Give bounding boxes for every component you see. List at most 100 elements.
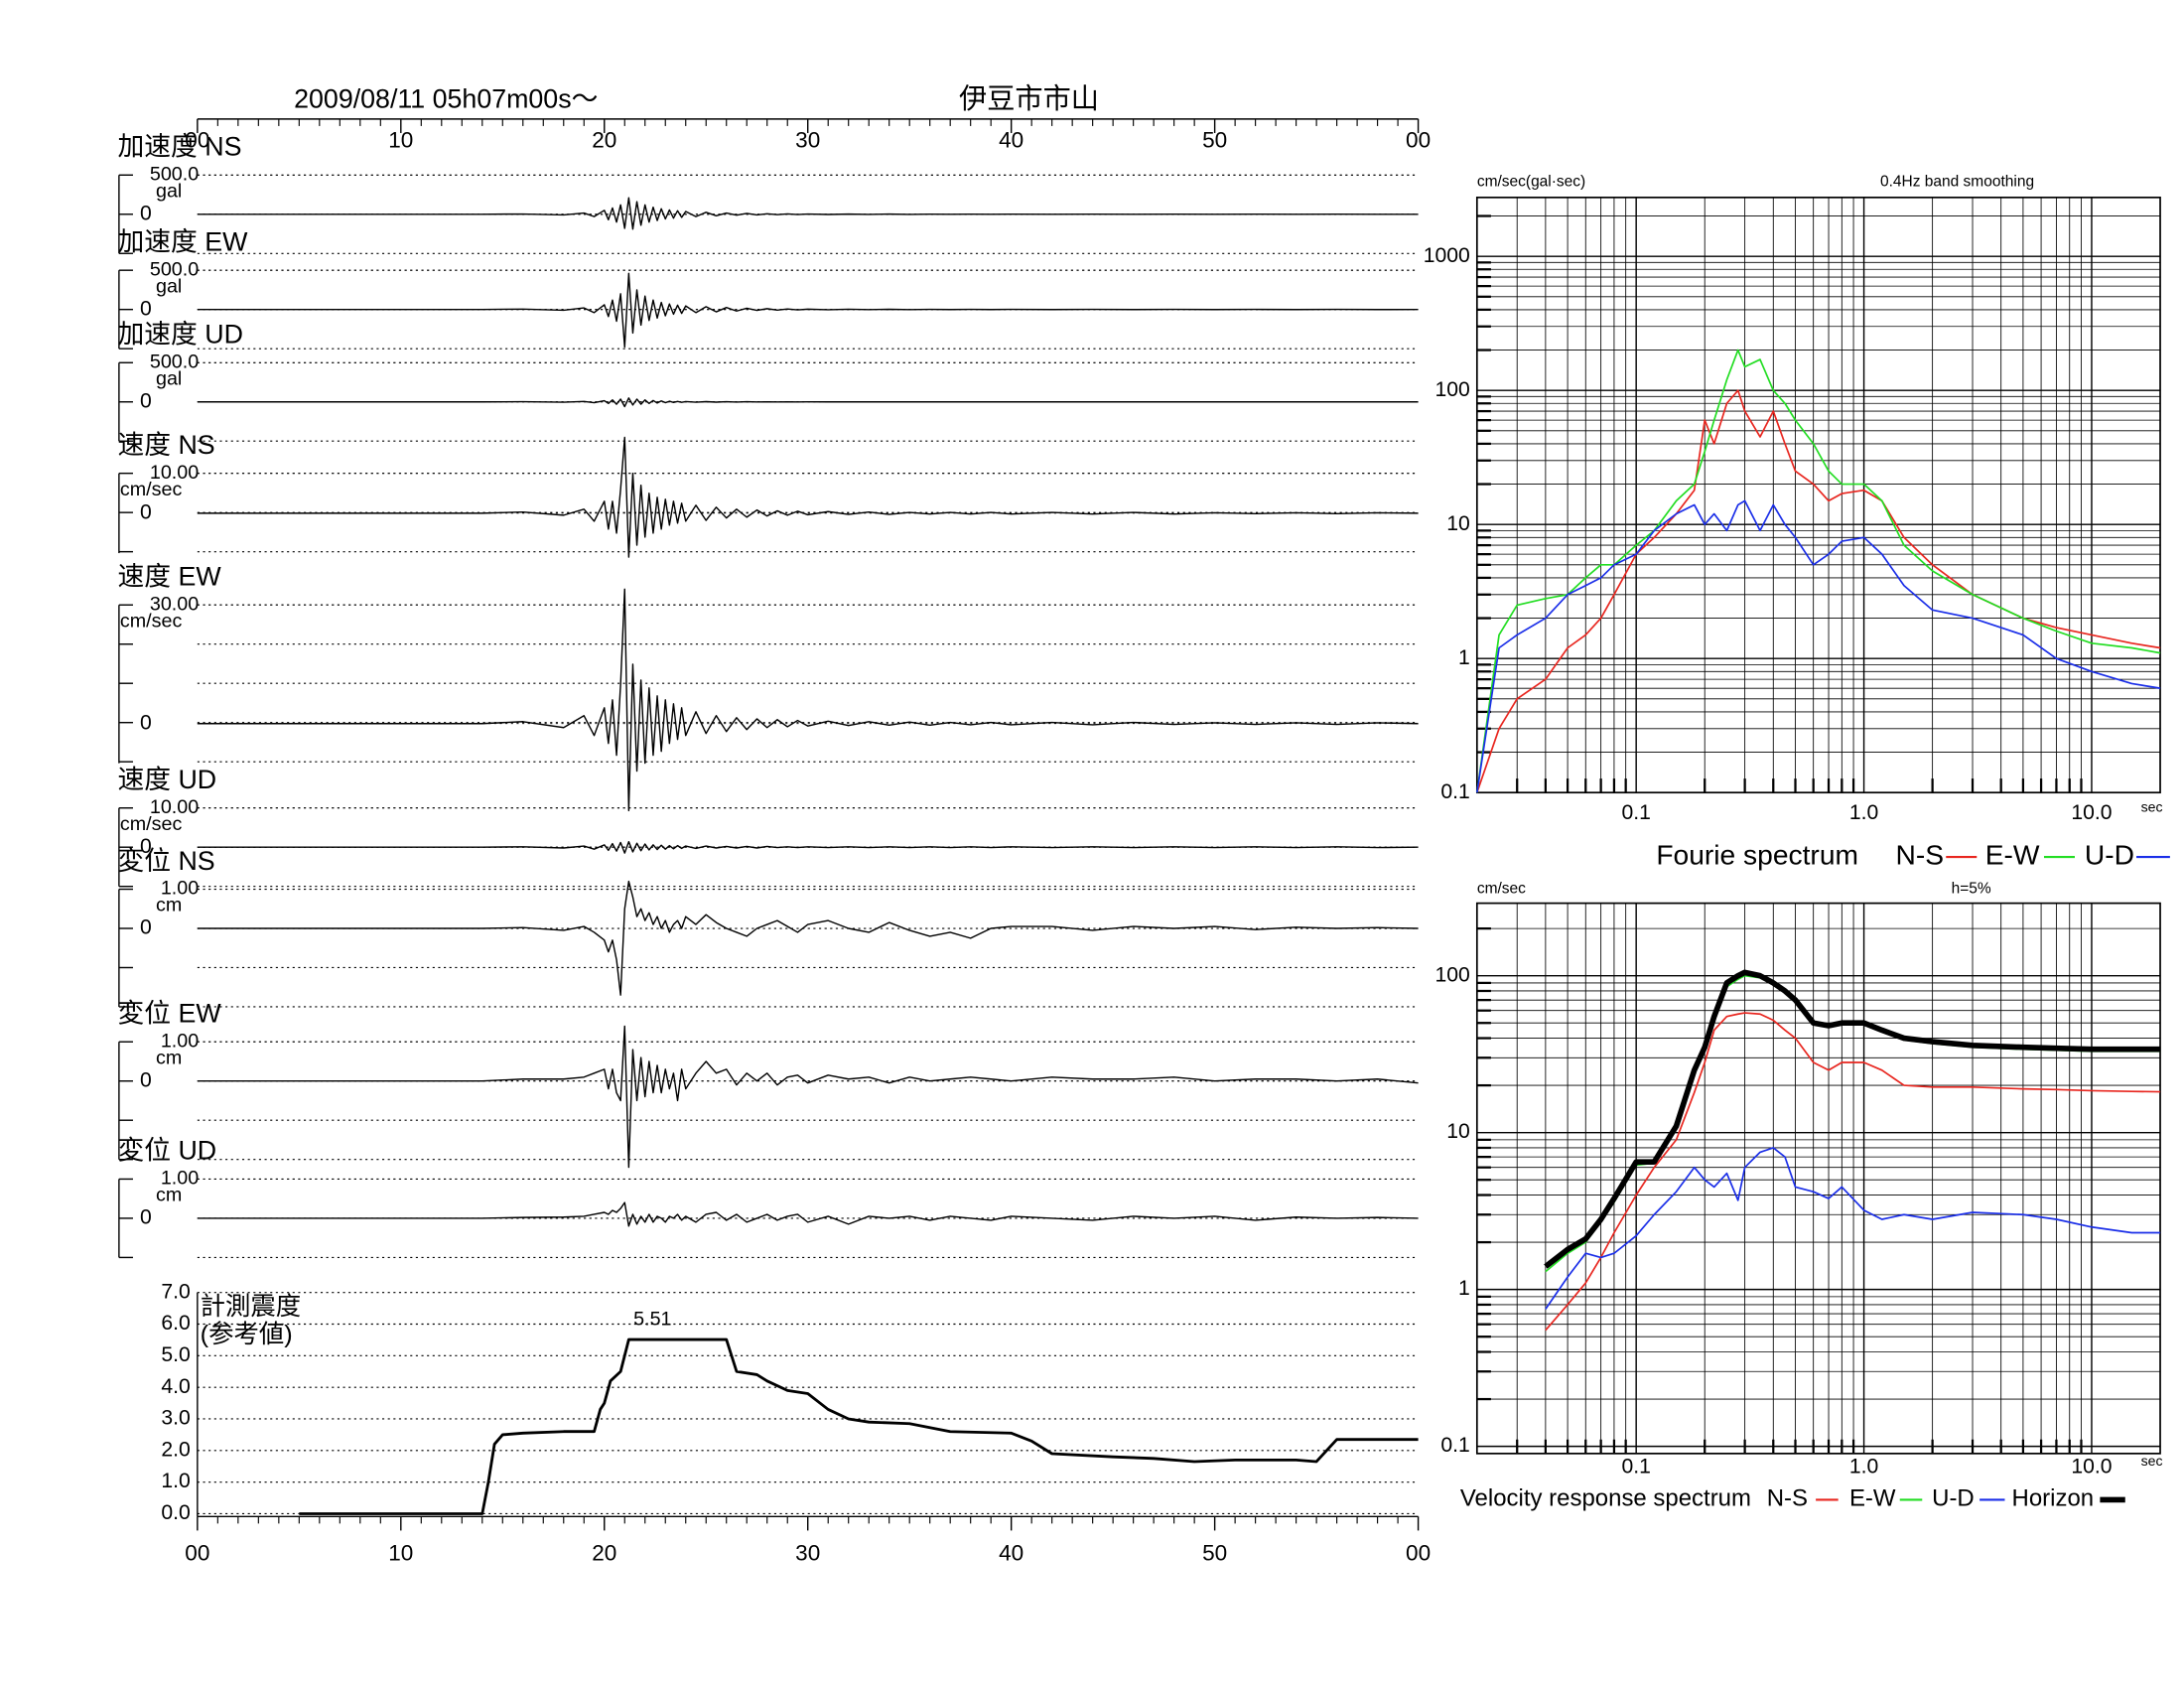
spectrum-line [1475,499,2161,793]
zero-label: 0 [140,711,152,734]
unit-label: gal [156,180,182,202]
waveform [197,880,1419,996]
unit-label: gal [156,275,182,297]
note: 0.4Hz band smoothing [1880,173,2034,190]
x-tick-label: 1.0 [1849,1456,1878,1478]
legend-title: Fourie spectrum [1656,839,1858,871]
zero-label: 0 [140,500,152,523]
x-tick-label: 40 [999,127,1024,152]
scale-label: 10.00 [150,462,199,484]
y-tick-label: 0.0 [161,1501,190,1524]
trace-name: 変位 UD [117,1136,216,1166]
zero-label: 0 [140,835,152,858]
legend-label: E-W [1849,1485,1896,1512]
legend-label: U-D [1932,1485,1975,1512]
waveform [197,1201,1419,1227]
zero-label: 0 [140,1206,152,1229]
x-tick-label: 20 [592,1540,616,1565]
y-tick-label: 100 [1434,378,1469,401]
x-tick-label: 10 [388,1540,413,1565]
y-tick-label: 3.0 [161,1407,190,1430]
y-tick-label: 10 [1446,512,1470,535]
x-tick-label: 0.1 [1621,1456,1650,1478]
x-tick-label: 00 [1406,127,1431,152]
intensity-line [299,1337,1419,1515]
waveform [197,436,1419,558]
scale-label: 500.0 [150,258,199,280]
subtitle: 2009/08/11 05h07m00s～ [294,84,598,114]
spectrum-line [1476,389,2161,793]
spectrum-line [1545,1012,2161,1332]
y-tick-label: 5.0 [161,1343,190,1366]
y-tick-label: 4.0 [161,1375,190,1398]
unit-label: cm/sec [120,479,183,500]
unit-label: cm [156,895,182,916]
x-tick-label: 50 [1202,1540,1227,1565]
zero-label: 0 [140,389,152,412]
legend-title: Velocity response spectrum [1460,1485,1751,1512]
scale-label: 1.00 [161,1030,199,1052]
trace-name: 変位 EW [117,999,221,1029]
y-tick-label: 10 [1446,1120,1470,1143]
x-tick-label: 30 [795,1540,820,1565]
x-tick-label: 40 [999,1540,1024,1565]
unit-label: cm/sec [1477,881,1526,898]
annotation: 計測震度 [201,1293,302,1321]
x-tick-label: 00 [1406,1540,1431,1565]
legend-label: U-D [2085,839,2134,871]
y-tick-label: 1 [1458,646,1470,669]
zero-label: 0 [140,1068,152,1091]
plot-frame [1475,197,2161,794]
y-tick-label: 7.0 [161,1280,190,1303]
unit-label: gal [156,367,182,389]
x-tick-label: 30 [795,127,820,152]
y-tick-label: 1000 [1424,244,1470,267]
x-tick-label: 50 [1202,127,1227,152]
zero-label: 0 [140,297,152,320]
peak-label: 5.51 [633,1309,671,1331]
x-tick-label: 10.0 [2071,1456,2112,1478]
scale-label: 1.00 [161,1168,199,1190]
waveform [197,397,1419,408]
legend-label: N-S [1767,1485,1808,1512]
legend-label: Horizon [2012,1485,2095,1512]
waveform [197,197,1419,230]
waveform [197,272,1419,349]
scale-label: 500.0 [150,351,199,372]
unit-label: cm [156,1047,182,1068]
waveform [197,1025,1419,1169]
trace-name: 変位 NS [117,846,214,876]
y-tick-label: 0.1 [1440,1434,1469,1457]
y-tick-label: 1 [1458,1277,1470,1300]
scale-label: 30.00 [150,593,199,615]
x-tick-label: 00 [185,1540,209,1565]
x-axis-label: sec [2141,798,2163,814]
unit-label: cm/sec [120,813,183,835]
y-tick-label: 0.1 [1440,780,1469,803]
x-tick-label: 20 [592,127,616,152]
y-tick-label: 6.0 [161,1312,190,1335]
legend-label: E-W [1985,839,2040,871]
trace-name: 加速度 UD [117,320,242,350]
x-tick-label: 10.0 [2071,801,2112,824]
waveform [197,588,1419,812]
x-tick-label: 1.0 [1849,801,1878,824]
scale-label: 10.00 [150,796,199,818]
trace-name: 速度 UD [117,765,216,794]
trace-name: 速度 NS [117,430,214,460]
annotation: (参考値) [201,1321,293,1348]
plot-frame [1475,902,2161,1455]
x-axis-label: sec [2141,1453,2163,1469]
x-tick-label: 10 [388,127,413,152]
title: 伊豆市市山 [959,82,1099,114]
zero-label: 0 [140,916,152,939]
scale-label: 500.0 [150,164,199,186]
waveform [197,840,1419,854]
y-tick-label: 2.0 [161,1438,190,1461]
spectrum-line [1545,1147,2161,1310]
unit-label: cm [156,1185,182,1206]
trace-name: 加速度 EW [117,226,248,256]
